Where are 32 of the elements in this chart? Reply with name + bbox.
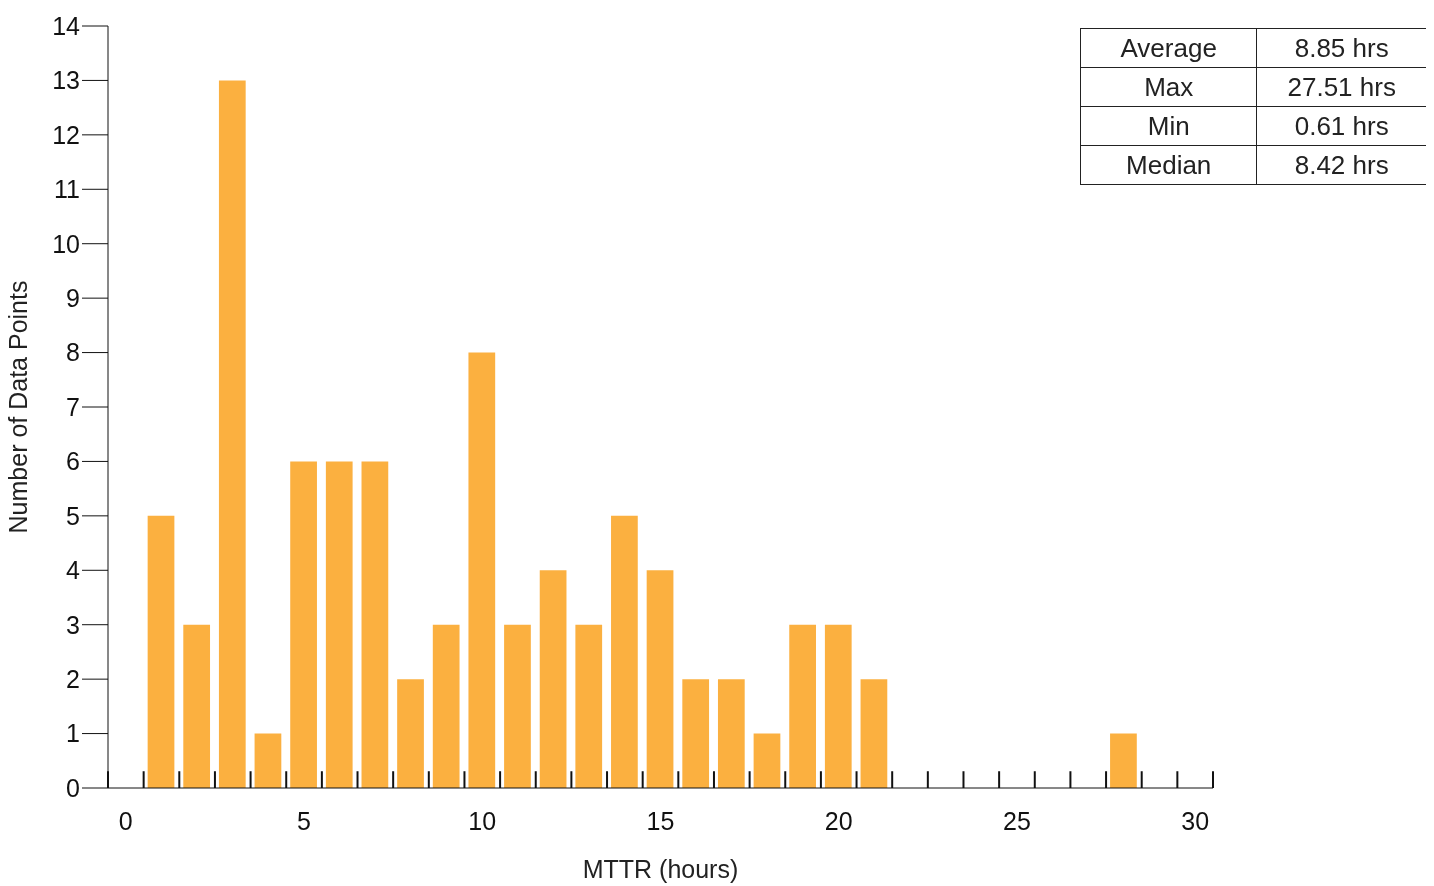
y-tick-label: 8 bbox=[66, 338, 80, 367]
y-tick-label: 9 bbox=[66, 284, 80, 313]
text: 8.42 hrs bbox=[1256, 145, 1426, 185]
y-tick-label: 5 bbox=[66, 501, 80, 530]
y-tick-label: 0 bbox=[66, 773, 80, 802]
y-tick-label: 10 bbox=[52, 229, 80, 258]
text: 27.51 hrs bbox=[1256, 67, 1426, 107]
x-tick-label: 15 bbox=[646, 806, 675, 835]
y-tick-label: 12 bbox=[52, 120, 80, 149]
y-tick-label: 2 bbox=[66, 665, 80, 694]
annotation: Min bbox=[1080, 106, 1257, 146]
text: 8.85 hrs bbox=[1256, 28, 1426, 68]
x-tick-label: 20 bbox=[824, 806, 853, 835]
text: 0.61 hrs bbox=[1256, 106, 1426, 146]
y-tick-label: 6 bbox=[66, 447, 80, 476]
x-tick-label: 0 bbox=[118, 806, 133, 835]
annotation: Average bbox=[1080, 28, 1257, 68]
x-tick-label: 10 bbox=[468, 806, 497, 835]
y-tick-label: 1 bbox=[66, 719, 80, 748]
x-tick-label: 30 bbox=[1181, 806, 1210, 835]
y-tick-label: 4 bbox=[66, 556, 81, 585]
annotation: Max bbox=[1080, 67, 1257, 107]
y-tick-label: 11 bbox=[54, 175, 80, 204]
y-tick-label: 3 bbox=[66, 610, 80, 639]
x-axis-title: MTTR (hours) bbox=[582, 855, 739, 883]
y-tick-label: 7 bbox=[66, 392, 80, 421]
annotation: Median bbox=[1080, 145, 1257, 185]
y-axis-title: Number of Data Points bbox=[3, 280, 32, 534]
y-tick-label: 13 bbox=[52, 66, 80, 95]
x-tick-label: 5 bbox=[297, 806, 311, 835]
x-tick-label: 25 bbox=[1003, 806, 1031, 835]
y-tick-label: 14 bbox=[52, 11, 81, 40]
